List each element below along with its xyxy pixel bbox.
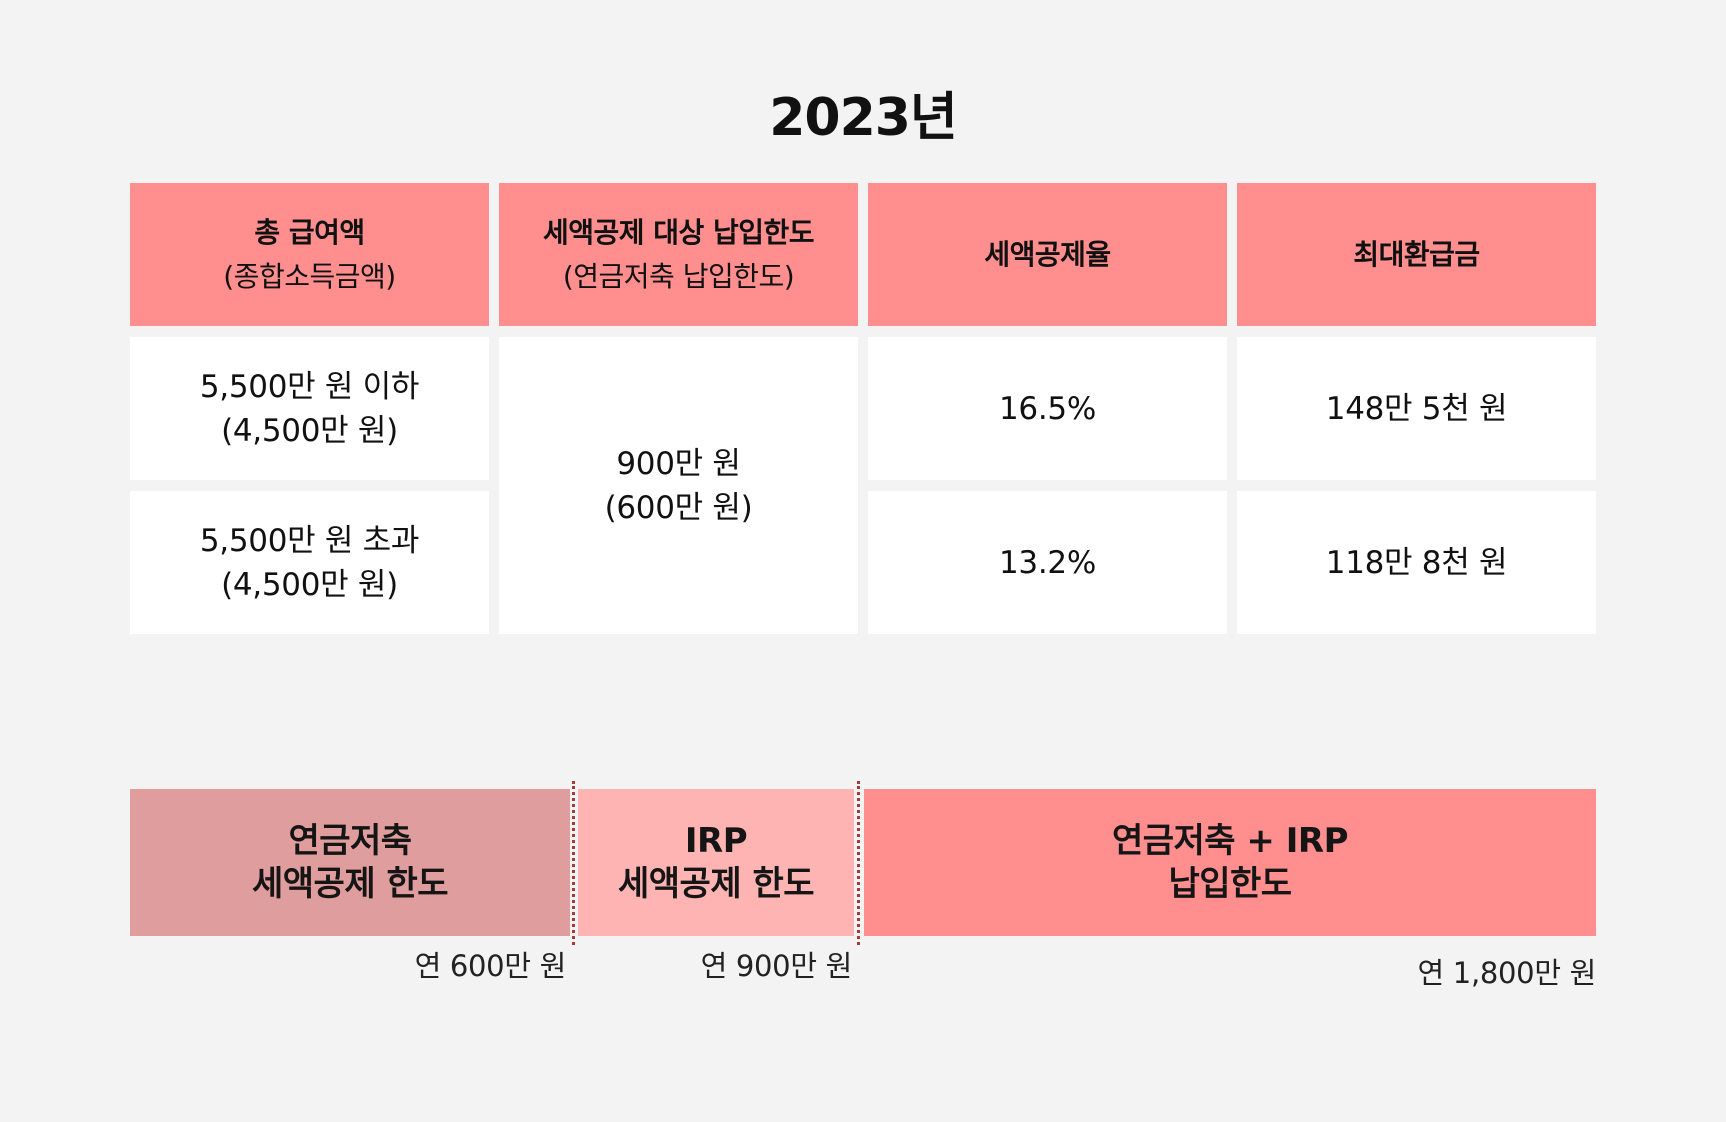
irp-limit-subtitle: 세액공제 한도 xyxy=(617,863,815,904)
combined-limit-subtitle: 납입한도 xyxy=(1168,863,1292,904)
row1-refund: 148만 5천 원 xyxy=(1325,390,1508,427)
header-deduction-limit-sublabel: (연금저축 납입한도) xyxy=(562,259,795,293)
header-deduction-rate-label: 세액공제율 xyxy=(984,237,1111,271)
combined-limit-title: 연금저축 + IRP xyxy=(1111,820,1349,861)
irp-limit-title: IRP xyxy=(684,820,748,861)
row2-refund: 118만 8천 원 xyxy=(1325,544,1508,581)
limit-value: 900만 원 xyxy=(616,445,741,482)
row2-rate: 13.2% xyxy=(999,544,1096,581)
row1-income-sub: (4,500만 원) xyxy=(221,412,398,449)
combined-limit-amount: 연 1,800만 원 xyxy=(1417,956,1597,990)
header-max-refund-label: 최대환급금 xyxy=(1353,237,1480,271)
irp-limit-amount: 연 900만 원 xyxy=(700,949,853,983)
header-deduction-limit-label: 세액공제 대상 납입한도 xyxy=(542,215,815,249)
header-total-salary-label: 총 급여액 xyxy=(254,215,365,249)
pension-savings-limit-title: 연금저축 xyxy=(288,820,412,861)
header-deduction-rate: 세액공제율 xyxy=(868,183,1227,326)
divider-900 xyxy=(857,781,860,945)
pension-savings-limit-bar: 연금저축 세액공제 한도 xyxy=(130,789,570,936)
row2-rate-cell: 13.2% xyxy=(868,491,1227,634)
header-max-refund: 최대환급금 xyxy=(1237,183,1596,326)
pension-savings-limit-amount: 연 600만 원 xyxy=(414,949,567,983)
row1-income-cell: 5,500만 원 이하 (4,500만 원) xyxy=(130,337,489,480)
divider-600 xyxy=(572,781,575,945)
limit-cell: 900만 원 (600만 원) xyxy=(499,337,858,634)
pension-savings-limit-subtitle: 세액공제 한도 xyxy=(251,863,449,904)
combined-limit-bar: 연금저축 + IRP 납입한도 xyxy=(864,789,1596,936)
header-deduction-limit: 세액공제 대상 납입한도 (연금저축 납입한도) xyxy=(499,183,858,326)
header-total-salary: 총 급여액 (종합소득금액) xyxy=(130,183,489,326)
row1-rate-cell: 16.5% xyxy=(868,337,1227,480)
row2-refund-cell: 118만 8천 원 xyxy=(1237,491,1596,634)
row1-income: 5,500만 원 이하 xyxy=(199,368,420,405)
row1-rate: 16.5% xyxy=(999,390,1096,427)
header-total-salary-sublabel: (종합소득금액) xyxy=(223,259,396,293)
row2-income-cell: 5,500만 원 초과 (4,500만 원) xyxy=(130,491,489,634)
row1-refund-cell: 148만 5천 원 xyxy=(1237,337,1596,480)
row2-income: 5,500만 원 초과 xyxy=(199,522,420,559)
page-title: 2023년 xyxy=(769,88,958,148)
row2-income-sub: (4,500만 원) xyxy=(221,566,398,603)
limit-value-sub: (600만 원) xyxy=(604,489,753,526)
irp-limit-bar: IRP 세액공제 한도 xyxy=(578,789,854,936)
